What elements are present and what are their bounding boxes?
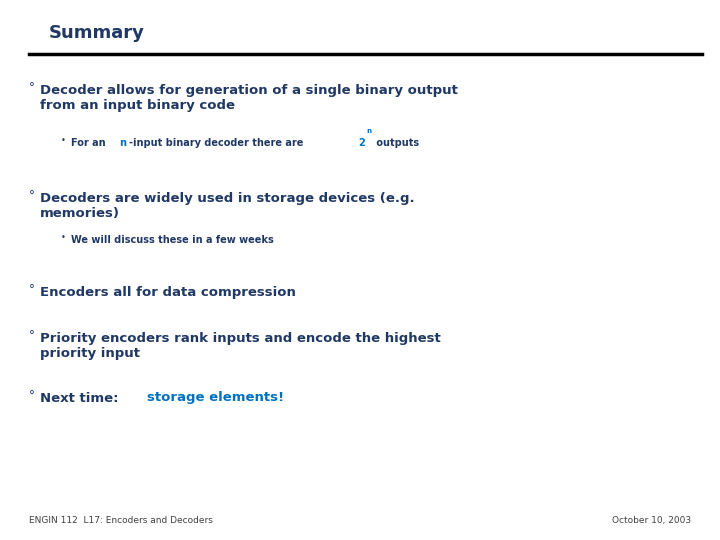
Text: 2: 2 <box>358 138 365 148</box>
Text: For an: For an <box>71 138 109 148</box>
Text: outputs: outputs <box>373 138 419 148</box>
Text: Decoders are widely used in storage devices (e.g.
memories): Decoders are widely used in storage devi… <box>40 192 414 220</box>
Text: °: ° <box>29 329 35 342</box>
Text: n: n <box>120 138 127 148</box>
Text: Decoder allows for generation of a single binary output
from an input binary cod: Decoder allows for generation of a singl… <box>40 84 457 112</box>
Text: ENGIN 112  L17: Encoders and Decoders: ENGIN 112 L17: Encoders and Decoders <box>29 516 212 525</box>
Text: Priority encoders rank inputs and encode the highest
priority input: Priority encoders rank inputs and encode… <box>40 332 441 360</box>
Text: October 10, 2003: October 10, 2003 <box>612 516 691 525</box>
Text: We will discuss these in a few weeks: We will discuss these in a few weeks <box>71 235 274 245</box>
Text: Summary: Summary <box>49 24 145 42</box>
Text: -input binary decoder there are: -input binary decoder there are <box>129 138 307 148</box>
Text: °: ° <box>29 284 35 296</box>
Text: °: ° <box>29 389 35 402</box>
Text: •: • <box>61 233 66 242</box>
Text: °: ° <box>29 189 35 202</box>
Text: Encoders all for data compression: Encoders all for data compression <box>40 286 295 299</box>
Text: °: ° <box>29 81 35 94</box>
Text: n: n <box>366 128 372 134</box>
Text: •: • <box>61 136 66 145</box>
Text: storage elements!: storage elements! <box>147 392 284 404</box>
Text: Next time:: Next time: <box>40 392 122 404</box>
